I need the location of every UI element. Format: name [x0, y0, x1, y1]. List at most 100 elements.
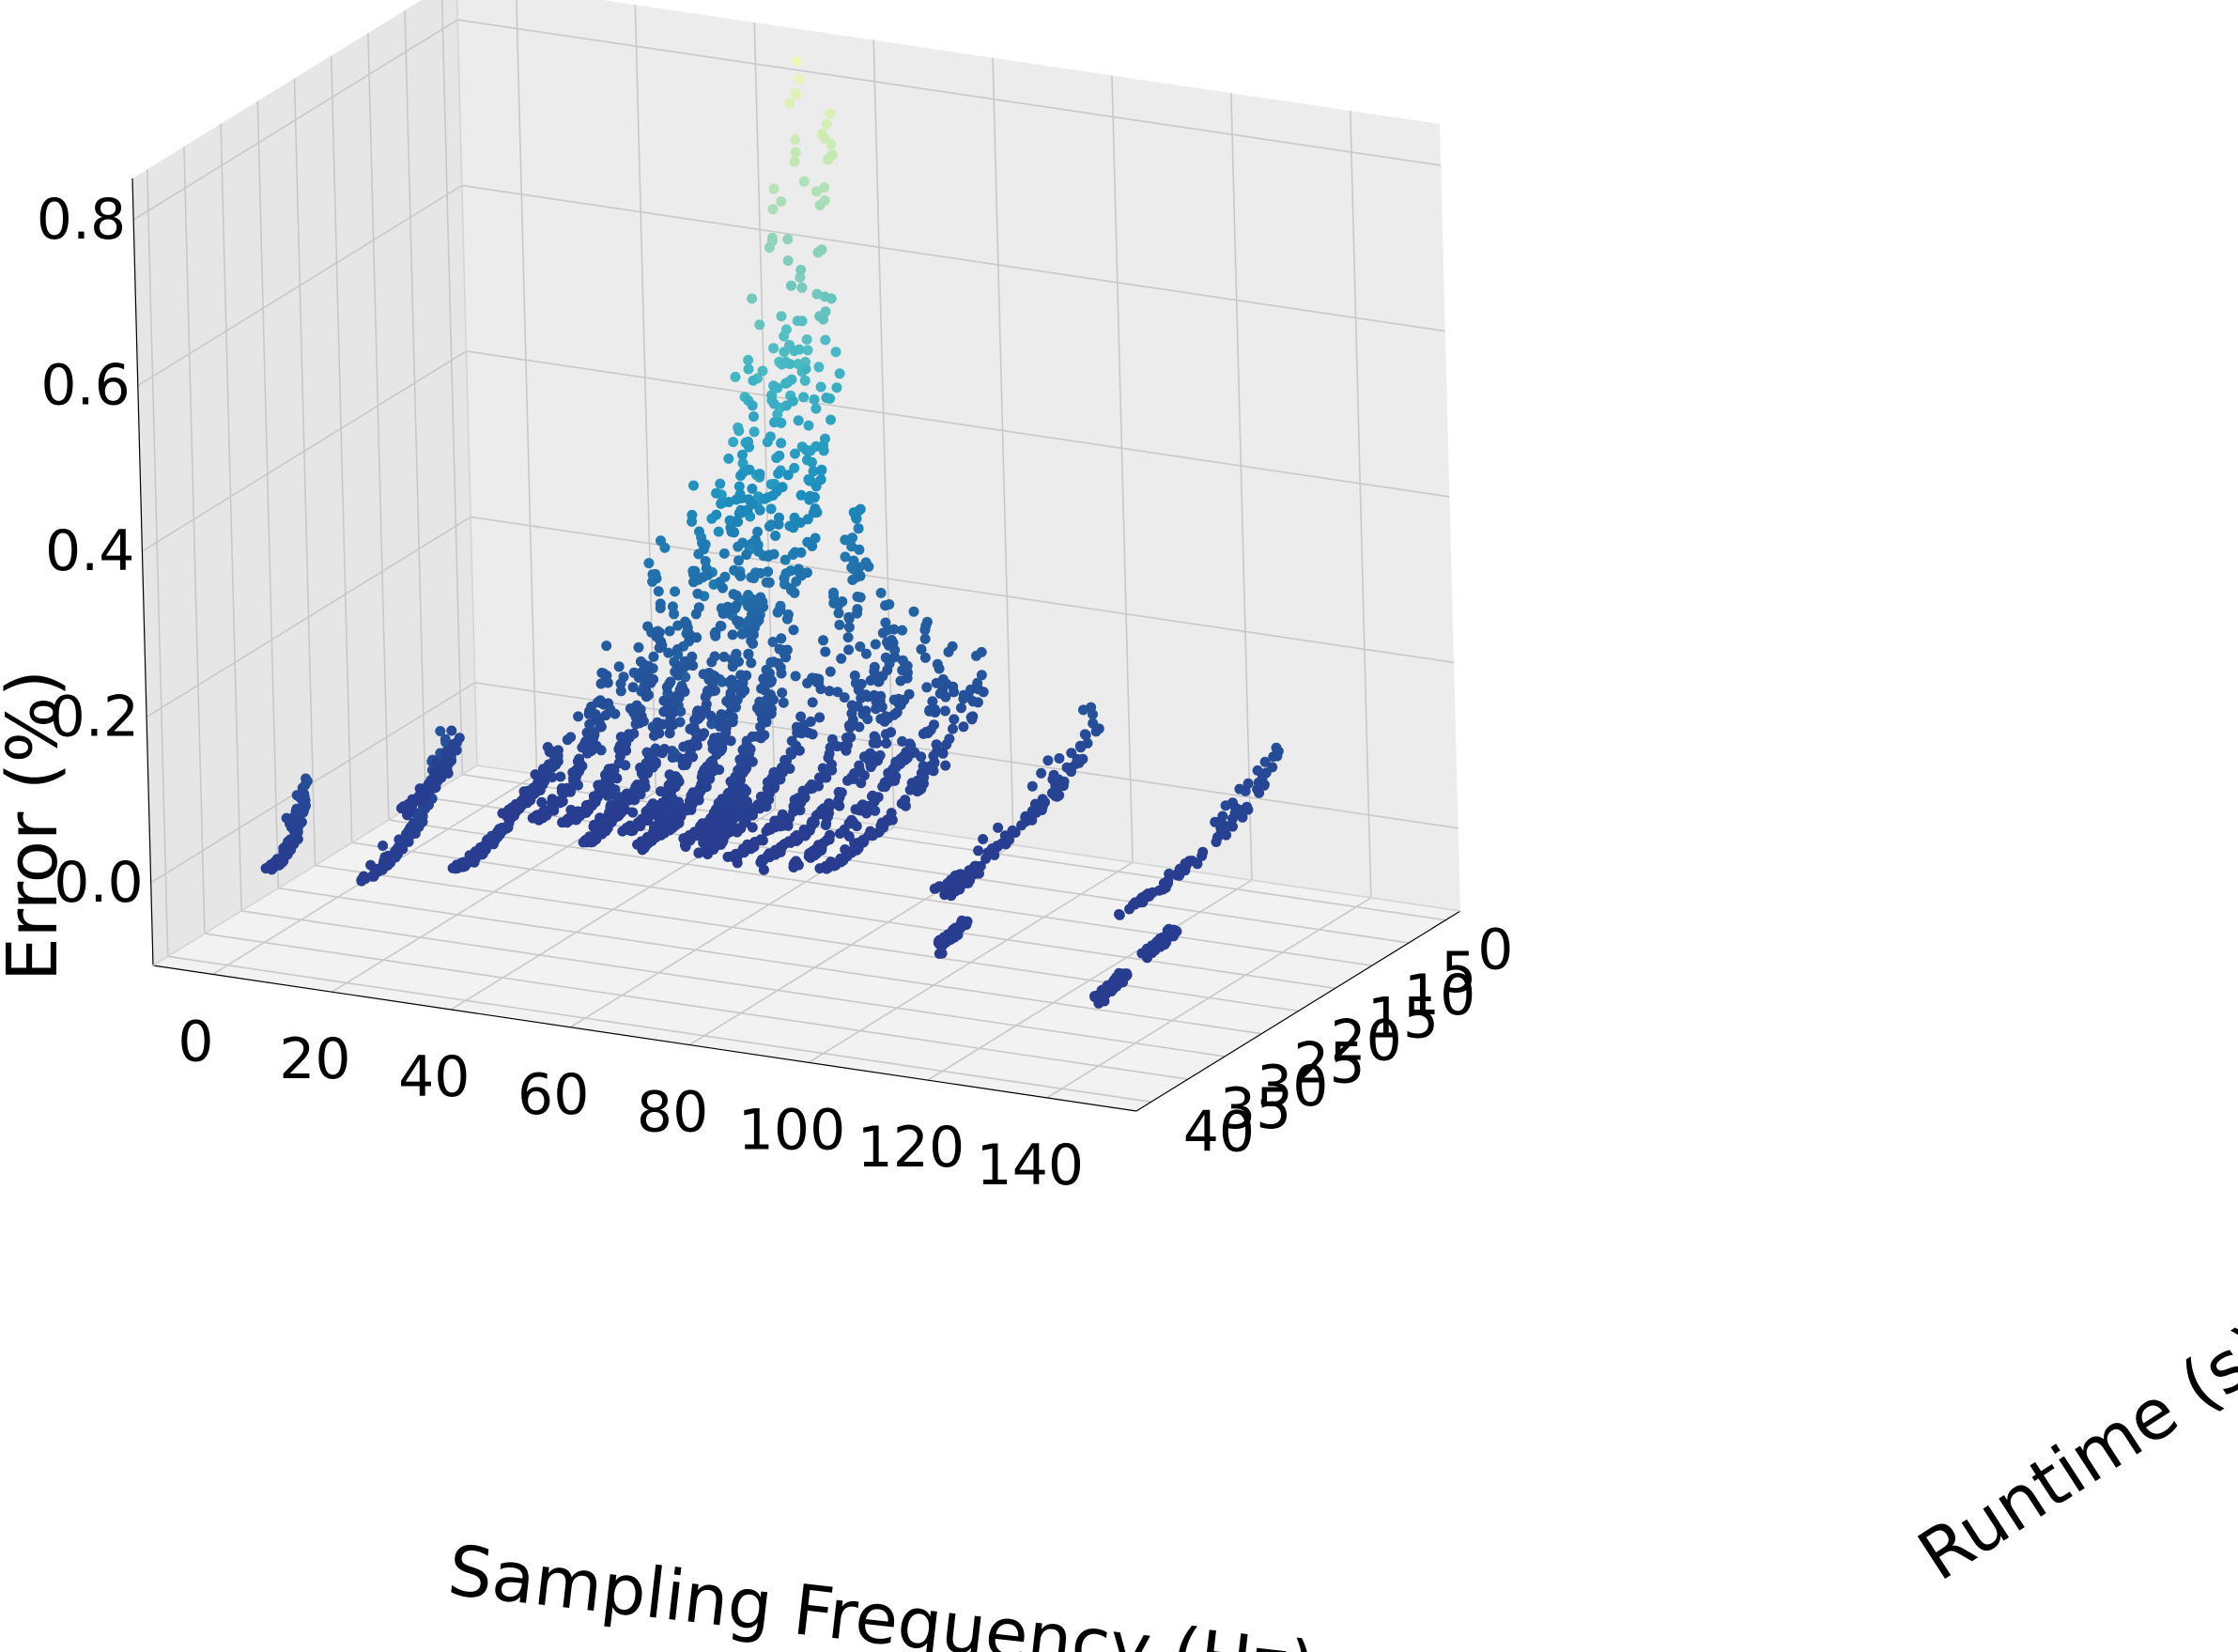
- data-point: [978, 834, 989, 844]
- data-point: [641, 691, 652, 702]
- data-point: [815, 474, 826, 486]
- data-point: [867, 791, 877, 802]
- data-point: [735, 570, 746, 581]
- data-point: [949, 714, 960, 725]
- y-tick-label: 15: [1367, 985, 1439, 1051]
- data-point: [747, 756, 758, 767]
- data-point: [718, 651, 730, 662]
- data-point: [847, 533, 858, 544]
- data-point: [791, 89, 802, 100]
- data-point: [851, 513, 862, 524]
- data-point: [584, 718, 595, 730]
- data-point: [747, 499, 758, 509]
- data-point: [603, 698, 614, 709]
- data-point: [1167, 925, 1178, 936]
- data-point: [782, 470, 794, 481]
- grid-line-x: [1111, 75, 1134, 863]
- data-point: [794, 73, 805, 85]
- data-point: [837, 596, 848, 607]
- data-point: [768, 380, 779, 392]
- data-point: [667, 746, 678, 756]
- data-point: [431, 756, 442, 767]
- data-point: [784, 359, 795, 369]
- data-point: [1092, 723, 1104, 734]
- data-point: [575, 759, 586, 770]
- data-point: [770, 531, 781, 541]
- data-point: [1077, 753, 1088, 764]
- pane-edge: [455, 0, 478, 766]
- data-point: [825, 829, 836, 841]
- data-point: [602, 677, 613, 688]
- data-point: [618, 672, 629, 683]
- data-point: [888, 709, 900, 720]
- data-point: [917, 772, 928, 783]
- data-point: [435, 726, 446, 736]
- data-point: [774, 643, 785, 655]
- x-tick-label: 140: [977, 1133, 1085, 1198]
- grid-line-x: [1350, 110, 1372, 898]
- data-point: [715, 478, 726, 489]
- data-point: [610, 708, 621, 719]
- data-point: [1040, 796, 1050, 808]
- grid-line-y: [440, 0, 464, 775]
- data-point: [1050, 791, 1061, 802]
- data-point: [919, 633, 931, 644]
- data-point: [828, 587, 839, 598]
- data-point: [776, 762, 787, 773]
- data-point: [747, 400, 758, 411]
- data-point: [786, 374, 797, 385]
- data-point: [638, 716, 649, 727]
- data-point: [784, 764, 795, 774]
- data-point: [768, 343, 779, 354]
- data-point: [777, 482, 788, 493]
- data-point: [699, 776, 709, 787]
- data-point: [918, 761, 929, 772]
- data-point: [590, 709, 601, 720]
- data-point: [1054, 753, 1065, 764]
- data-point: [741, 763, 752, 774]
- axis-line: [152, 965, 1137, 1112]
- grid-line-z: [461, 184, 1445, 332]
- data-point: [934, 688, 946, 699]
- data-point: [778, 697, 789, 708]
- data-point: [664, 728, 675, 739]
- data-point: [825, 666, 836, 677]
- data-point: [633, 641, 644, 653]
- data-point: [687, 651, 698, 662]
- data-point: [869, 661, 880, 672]
- data-point: [573, 711, 584, 722]
- data-point: [741, 785, 752, 796]
- data-point: [751, 613, 763, 625]
- data-point: [650, 568, 661, 579]
- data-point: [749, 623, 760, 633]
- grid-line-z: [470, 516, 1455, 664]
- x-axis-title: Sampling Frequency (Hz): [444, 1530, 1320, 1652]
- data-point: [815, 381, 826, 393]
- data-point: [732, 857, 743, 869]
- data-point: [853, 523, 864, 534]
- data-point: [790, 448, 800, 459]
- data-point: [920, 620, 932, 631]
- data-point: [884, 599, 895, 610]
- data-point: [601, 641, 612, 652]
- data-point: [743, 354, 754, 365]
- data-point: [842, 632, 854, 643]
- data-point: [764, 668, 775, 679]
- data-point: [843, 613, 855, 625]
- data-point: [794, 344, 805, 355]
- data-point: [846, 814, 857, 826]
- data-point: [768, 548, 779, 560]
- data-point: [653, 586, 664, 597]
- data-point: [621, 745, 632, 756]
- x-tick-label: 40: [398, 1044, 470, 1110]
- data-point: [728, 589, 739, 600]
- grid-line-y: [404, 9, 426, 797]
- data-point: [691, 632, 702, 643]
- data-point: [972, 697, 983, 708]
- data-point: [813, 362, 825, 373]
- data-point: [826, 414, 836, 425]
- z-tick-label: 0.8: [37, 187, 126, 253]
- data-point: [798, 176, 810, 187]
- data-point: [292, 826, 303, 837]
